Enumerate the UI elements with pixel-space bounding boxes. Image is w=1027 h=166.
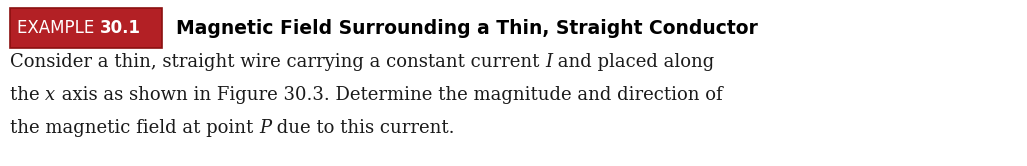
Text: Consider a thin, straight wire carrying a constant current: Consider a thin, straight wire carrying … <box>10 53 545 71</box>
Text: I: I <box>545 53 553 71</box>
Text: the magnetic field at point: the magnetic field at point <box>10 119 259 137</box>
Text: Magnetic Field Surrounding a Thin, Straight Conductor: Magnetic Field Surrounding a Thin, Strai… <box>177 18 758 38</box>
Text: EXAMPLE: EXAMPLE <box>17 19 100 37</box>
Text: 30.1: 30.1 <box>100 19 141 37</box>
Text: the: the <box>10 86 45 104</box>
Text: x: x <box>45 86 55 104</box>
Text: and placed along: and placed along <box>553 53 715 71</box>
Text: axis as shown in Figure 30.3. Determine the magnitude and direction of: axis as shown in Figure 30.3. Determine … <box>55 86 722 104</box>
Text: due to this current.: due to this current. <box>271 119 455 137</box>
Text: P: P <box>259 119 271 137</box>
